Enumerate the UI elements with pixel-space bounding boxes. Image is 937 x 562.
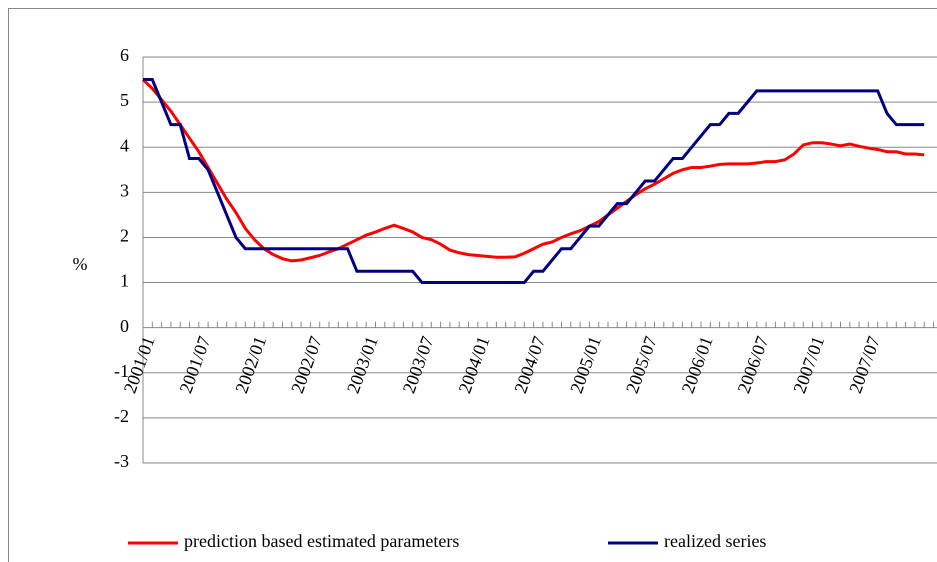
- y-tick-label: 5: [120, 90, 129, 110]
- y-tick-label: -2: [114, 406, 129, 426]
- y-tick-label: 0: [120, 316, 129, 336]
- y-tick-label: -1: [114, 361, 129, 381]
- y-axis-label: %: [73, 254, 88, 274]
- series-line: [143, 78, 925, 285]
- y-tick-label: -3: [114, 451, 129, 471]
- y-tick-label: 3: [120, 180, 129, 200]
- y-tick-label: 6: [120, 45, 129, 65]
- y-tick-label: 1: [120, 271, 129, 291]
- y-tick-label: 4: [120, 135, 129, 155]
- series-line: [141, 78, 925, 263]
- legend-label: prediction based estimated parameters: [184, 531, 459, 551]
- legend-label: realized series: [664, 531, 766, 551]
- y-tick-label: 2: [120, 226, 129, 246]
